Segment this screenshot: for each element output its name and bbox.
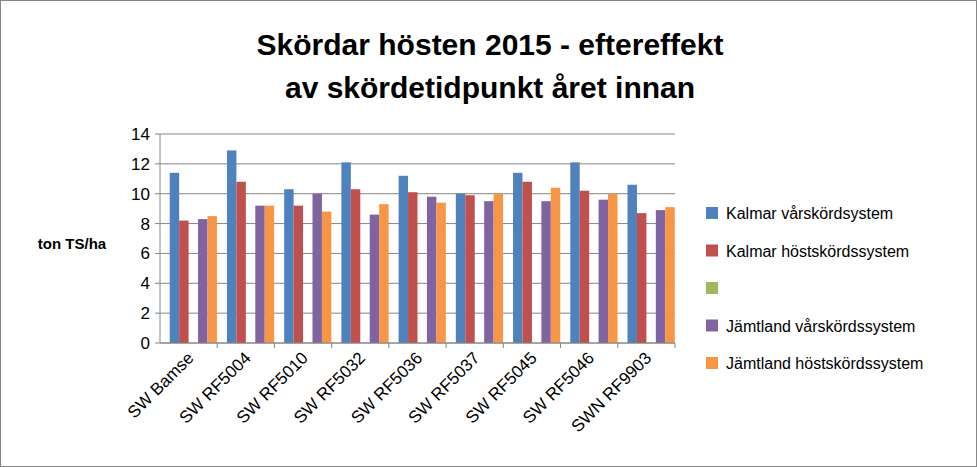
- legend-swatch: [706, 245, 718, 257]
- bar: [427, 197, 436, 343]
- bar: [284, 189, 293, 343]
- legend-label: Kalmar höstskördssystem: [726, 243, 909, 260]
- title: Skördar hösten 2015 - eftereffekt av skör…: [257, 28, 724, 104]
- bar: [294, 206, 303, 343]
- bar: [227, 150, 236, 343]
- grid-line: [160, 134, 675, 135]
- bar: [656, 210, 665, 343]
- y-tick: [155, 343, 160, 344]
- bar: [312, 194, 321, 343]
- bars: [170, 150, 675, 343]
- y-tick: [155, 283, 160, 284]
- bar: [236, 182, 245, 343]
- bar: [465, 195, 474, 343]
- x-tick: [331, 343, 332, 348]
- bar: [207, 216, 216, 343]
- x-tick: [503, 343, 504, 348]
- legend-label: Kalmar vårskördsystem: [726, 205, 893, 222]
- bar: [456, 194, 465, 343]
- x-tick: [388, 343, 389, 348]
- title-line: Skördar hösten 2015 - eftereffekt: [257, 28, 724, 61]
- bar: [484, 201, 493, 343]
- chart-border: [1, 1, 977, 467]
- bar: [599, 200, 608, 343]
- y-tick-label: 12: [131, 155, 150, 174]
- grid-line: [160, 163, 675, 164]
- y-tick-label: 0: [141, 334, 150, 353]
- y-tick: [155, 313, 160, 314]
- bar: [179, 221, 188, 343]
- x-tick: [617, 343, 618, 348]
- y-tick-label: 14: [131, 125, 150, 144]
- x-tick: [675, 343, 676, 348]
- bar: [551, 188, 560, 343]
- y-tick: [155, 193, 160, 194]
- legend-swatch: [706, 320, 718, 332]
- y-tick: [155, 134, 160, 135]
- x-tick-label: SWN RF9903: [568, 348, 656, 436]
- y-tick-label: 4: [141, 274, 150, 293]
- legend-swatch: [706, 207, 718, 219]
- y-tick: [155, 163, 160, 164]
- bar: [379, 204, 388, 343]
- y-axis: [160, 134, 161, 343]
- bar: [637, 213, 646, 343]
- x-tick: [217, 343, 218, 348]
- bar: [628, 185, 637, 343]
- bar: [513, 173, 522, 343]
- x-tick: [446, 343, 447, 348]
- grid-line: [160, 343, 675, 344]
- x-axis: [160, 343, 675, 344]
- bar: [198, 219, 207, 343]
- bar: [341, 162, 350, 343]
- y-tick: [155, 223, 160, 224]
- bar: [570, 162, 579, 343]
- bar: [608, 194, 617, 343]
- y-tick-label: 8: [141, 215, 150, 234]
- bar: [665, 207, 674, 343]
- bar: [370, 215, 379, 343]
- bar: [580, 191, 589, 343]
- legend-swatch: [706, 282, 718, 294]
- bar: [494, 194, 503, 343]
- y-tick-label: 6: [141, 244, 150, 263]
- bar: [255, 206, 264, 343]
- title-line: av skördetidpunkt året innan: [285, 71, 695, 104]
- legend-swatch: [706, 357, 718, 369]
- y-axis-label: ton TS/ha: [38, 235, 107, 252]
- bar: [523, 182, 532, 343]
- bar: [351, 189, 360, 343]
- chart: Skördar hösten 2015 - eftereffekt av skör…: [0, 0, 977, 467]
- bar: [399, 176, 408, 343]
- bar: [436, 203, 445, 343]
- bar: [541, 201, 550, 343]
- bar: [408, 192, 417, 343]
- x-tick: [274, 343, 275, 348]
- x-tick: [560, 343, 561, 348]
- bar: [265, 206, 274, 343]
- bar: [322, 212, 331, 343]
- y-tick-label: 10: [131, 185, 150, 204]
- y-tick-label: 2: [141, 304, 150, 323]
- legend-label: Jämtland höstskördssystem: [726, 355, 923, 372]
- y-tick: [155, 253, 160, 254]
- legend-label: Jämtland vårskördssystem: [726, 318, 915, 335]
- bar: [170, 173, 179, 343]
